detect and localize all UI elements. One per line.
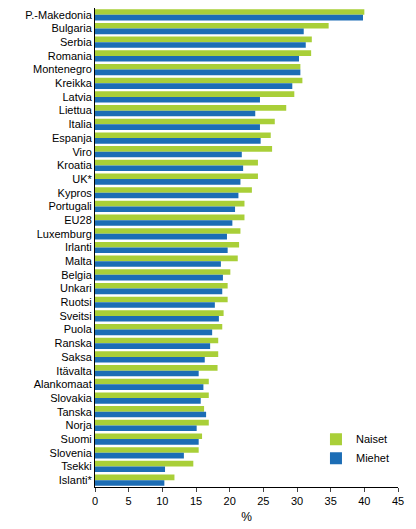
svg-text:Kypros: Kypros: [58, 187, 93, 199]
svg-text:15: 15: [190, 495, 202, 507]
svg-text:Tanska: Tanska: [57, 406, 93, 418]
svg-text:Viro: Viro: [72, 146, 91, 158]
svg-text:Luxemburg: Luxemburg: [37, 228, 92, 240]
svg-text:0: 0: [92, 495, 98, 507]
svg-text:Ruotsi: Ruotsi: [61, 296, 92, 308]
svg-text:Norja: Norja: [66, 419, 93, 431]
svg-text:UK*: UK*: [72, 173, 92, 185]
svg-text:Alankomaat: Alankomaat: [34, 378, 92, 390]
svg-text:Naiset: Naiset: [356, 433, 387, 445]
svg-text:Irlanti: Irlanti: [65, 241, 92, 253]
svg-text:35: 35: [325, 495, 337, 507]
svg-text:Latvia: Latvia: [62, 91, 92, 103]
svg-text:Slovenia: Slovenia: [50, 447, 93, 459]
svg-text:Tsekki: Tsekki: [61, 460, 92, 472]
svg-text:Belgia: Belgia: [61, 269, 92, 281]
svg-text:Liettua: Liettua: [59, 104, 93, 116]
svg-text:Italia: Italia: [69, 118, 93, 130]
svg-text:10: 10: [156, 495, 168, 507]
svg-text:Miehet: Miehet: [356, 452, 389, 464]
svg-text:Suomi: Suomi: [61, 433, 92, 445]
svg-text:Ranska: Ranska: [55, 337, 93, 349]
svg-text:Serbia: Serbia: [60, 36, 93, 48]
svg-text:Portugali: Portugali: [48, 200, 91, 212]
svg-text:40: 40: [358, 495, 370, 507]
svg-text:Puola: Puola: [64, 323, 93, 335]
svg-text:25: 25: [257, 495, 269, 507]
svg-text:Unkari: Unkari: [60, 282, 92, 294]
svg-text:%: %: [241, 510, 252, 524]
svg-text:Slovakia: Slovakia: [50, 392, 92, 404]
svg-text:Islanti*: Islanti*: [59, 474, 93, 486]
svg-text:5: 5: [126, 495, 132, 507]
svg-text:20: 20: [224, 495, 236, 507]
svg-text:Espanja: Espanja: [52, 132, 93, 144]
svg-text:Kreikka: Kreikka: [55, 77, 93, 89]
svg-text:Saksa: Saksa: [61, 351, 92, 363]
svg-text:30: 30: [291, 495, 303, 507]
svg-text:Malta: Malta: [65, 255, 93, 267]
svg-text:Montenegro: Montenegro: [33, 63, 92, 75]
svg-text:EU28: EU28: [64, 214, 92, 226]
svg-text:Romania: Romania: [48, 50, 93, 62]
svg-text:Itävalta: Itävalta: [56, 365, 92, 377]
svg-text:Sveitsi: Sveitsi: [59, 310, 91, 322]
svg-text:P.-Makedonia: P.-Makedonia: [25, 9, 92, 21]
svg-text:Bulgaria: Bulgaria: [51, 22, 92, 34]
svg-text:45: 45: [392, 495, 404, 507]
svg-text:Kroatia: Kroatia: [57, 159, 93, 171]
